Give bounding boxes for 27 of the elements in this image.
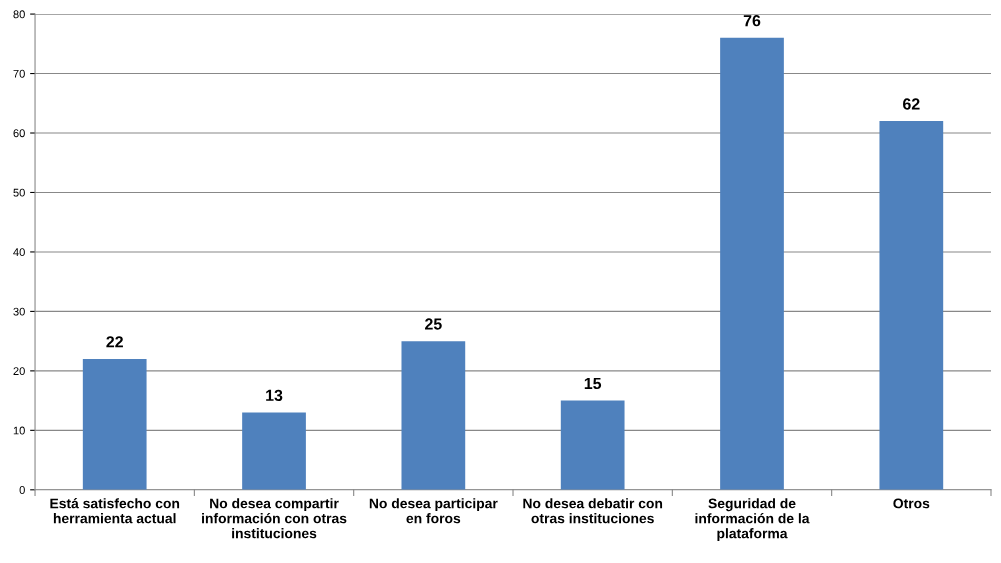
y-tick-label: 10 [13,426,25,435]
bar [82,358,147,490]
y-tick-label: 70 [13,69,25,78]
y-tick-label: 50 [13,188,25,197]
bar [879,121,944,490]
data-label: 76 [743,15,761,27]
bar [242,412,306,490]
y-tick-label: 60 [13,129,25,138]
x-tick-label: No desea debatir con otras instituciones [523,498,663,524]
x-tick-label: No desea participar en foros [369,498,498,524]
data-label: 15 [584,377,602,390]
y-tick-label: 30 [13,307,25,316]
y-tick-label: 80 [13,10,25,19]
y-tick-label: 20 [13,367,25,376]
data-label: 22 [106,336,123,348]
data-label: 13 [266,389,283,402]
data-label: 62 [903,98,920,110]
data-label: 25 [425,318,442,330]
x-tick-label: No desea compartir información con otras instituciones [202,498,347,539]
bar [401,341,466,490]
bar [560,400,625,490]
bar [720,37,784,490]
x-tick-label: Otros [893,498,930,509]
x-tick-label: Seguridad de información de la plataforma [695,498,810,542]
y-tick-label: 0 [19,486,25,494]
y-tick-label: 40 [13,248,25,257]
x-tick-label: Está satisfecho con herramienta actual [50,498,180,524]
